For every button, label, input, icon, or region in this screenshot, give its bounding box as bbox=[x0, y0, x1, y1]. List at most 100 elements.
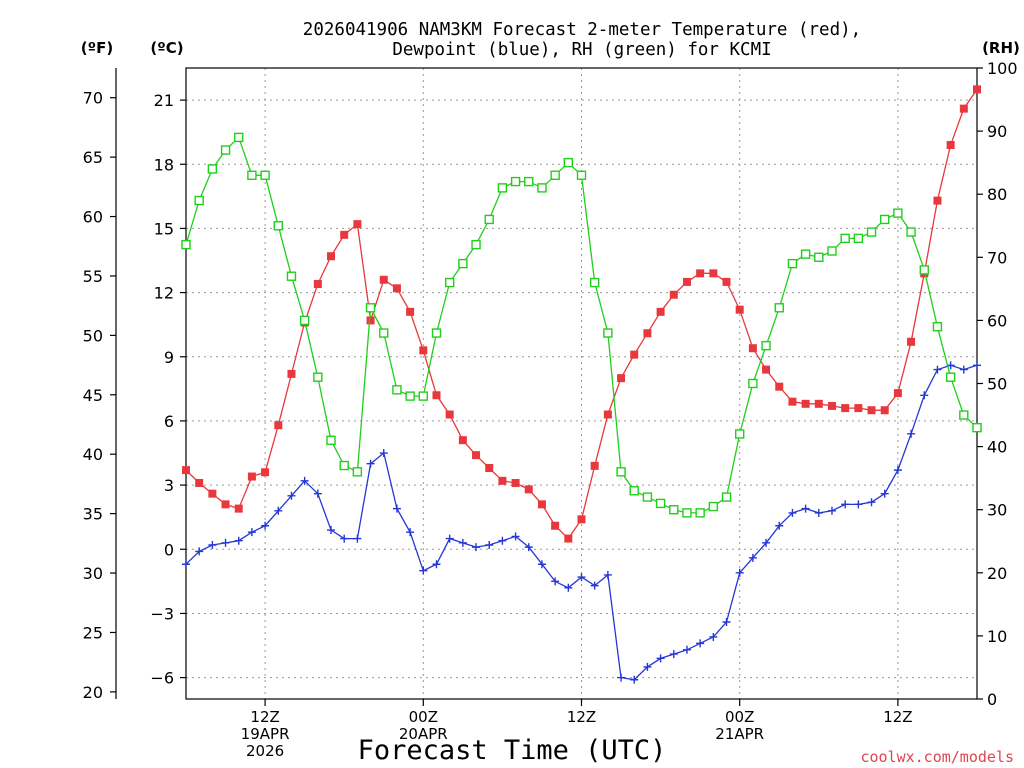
rh-tick-label: 40 bbox=[987, 438, 1007, 457]
dewpoint-point bbox=[313, 489, 322, 498]
axes: 20 25 30 35 40 45 50 55 60 65 70 −6 −3 0 3 6 9 12 15 18 21 0 1… bbox=[83, 59, 1018, 760]
temperature-point bbox=[762, 365, 771, 374]
rh-point bbox=[379, 328, 389, 338]
rh-point bbox=[880, 214, 890, 225]
dewpoint-point bbox=[247, 528, 256, 537]
rh-point bbox=[682, 508, 692, 518]
temperature-point bbox=[827, 401, 836, 410]
dewpoint-point bbox=[577, 573, 586, 582]
temperature-point bbox=[458, 436, 467, 445]
dewpoint-point bbox=[445, 534, 454, 543]
temperature-point bbox=[748, 344, 757, 353]
temperature-point bbox=[406, 307, 415, 316]
chart-title-line-1: 2026041906 NAM3KM Forecast 2-meter Tempe… bbox=[303, 20, 861, 40]
rh-point bbox=[352, 467, 363, 477]
rh-point bbox=[181, 239, 191, 250]
rh-point bbox=[194, 195, 204, 206]
dewpoint-point bbox=[353, 534, 362, 543]
rh-point bbox=[563, 157, 574, 168]
celsius-tick-label: 15 bbox=[154, 219, 174, 238]
rh-point bbox=[537, 183, 547, 193]
temperature-point bbox=[722, 277, 731, 286]
dewpoint-point bbox=[748, 553, 757, 562]
x-tick-label: 19APR bbox=[241, 725, 290, 743]
dewpoint-point bbox=[880, 489, 889, 498]
temperature-point bbox=[432, 391, 441, 400]
x-axis-title: Forecast Time (UTC) bbox=[358, 735, 667, 766]
temperature-point bbox=[656, 307, 665, 316]
dewpoint-point bbox=[327, 526, 336, 535]
temperature-point bbox=[551, 521, 560, 530]
fahrenheit-tick-label: 55 bbox=[83, 267, 103, 286]
dewpoint-point bbox=[261, 521, 270, 530]
temperature-point bbox=[617, 374, 626, 383]
dewpoint-point bbox=[854, 500, 863, 509]
rh-tick-label: 100 bbox=[987, 59, 1018, 78]
temperature-point bbox=[419, 346, 428, 355]
rh-point bbox=[959, 410, 969, 420]
dewpoint-point bbox=[973, 361, 981, 370]
dewpoint-point bbox=[788, 508, 797, 517]
rh-point bbox=[273, 221, 283, 231]
dewpoint-point bbox=[814, 508, 823, 517]
temperature-point bbox=[195, 478, 204, 487]
fahrenheit-tick-label: 20 bbox=[83, 683, 103, 702]
x-tick-label: 00Z bbox=[409, 708, 438, 726]
rh-point bbox=[629, 486, 639, 496]
fahrenheit-tick-label: 60 bbox=[83, 208, 103, 227]
rh-unit-label: (RH) bbox=[982, 39, 1020, 57]
dewpoint-point bbox=[643, 662, 652, 671]
temperature-point bbox=[564, 534, 573, 543]
dewpoint-point bbox=[696, 639, 705, 648]
temperature-point bbox=[867, 406, 876, 415]
dewpoint-point bbox=[801, 504, 810, 513]
temperature-point bbox=[261, 468, 270, 477]
temperature-point bbox=[313, 280, 322, 289]
fahrenheit-tick-label: 50 bbox=[83, 326, 103, 345]
dewpoint-point bbox=[590, 581, 599, 590]
dewpoint-point bbox=[406, 528, 415, 537]
rh-point bbox=[735, 429, 745, 439]
rh-point bbox=[365, 303, 376, 313]
rh-point bbox=[655, 498, 666, 509]
celsius-tick-label: 3 bbox=[164, 476, 174, 495]
rh-tick-label: 80 bbox=[987, 185, 1007, 204]
rh-point bbox=[313, 372, 323, 382]
rh-point bbox=[616, 467, 626, 477]
x-tick-label: 12Z bbox=[250, 708, 279, 726]
temperature-point bbox=[590, 461, 599, 470]
temperature-point bbox=[959, 104, 968, 113]
dewpoint-point bbox=[498, 536, 507, 545]
dewpoint-point bbox=[603, 570, 612, 579]
rh-point bbox=[207, 164, 218, 174]
temperature-point bbox=[340, 230, 349, 239]
rh-point bbox=[669, 505, 679, 515]
rh-point bbox=[603, 328, 613, 338]
temperature-point bbox=[946, 141, 955, 150]
rh-point bbox=[932, 322, 943, 332]
temperature-point bbox=[208, 489, 217, 498]
temperature-point bbox=[353, 220, 362, 229]
celsius-unit-label: (ºC) bbox=[150, 39, 183, 57]
temperature-point bbox=[709, 269, 718, 278]
rh-point bbox=[458, 258, 468, 269]
temperature-point bbox=[182, 466, 190, 475]
rh-point bbox=[497, 183, 508, 193]
dewpoint-point bbox=[485, 540, 494, 549]
fahrenheit-tick-label: 35 bbox=[83, 505, 103, 524]
rh-point bbox=[787, 258, 798, 269]
dewpoint-point bbox=[827, 506, 836, 515]
dewpoint-point bbox=[907, 429, 916, 438]
celsius-tick-label: 0 bbox=[164, 540, 174, 559]
celsius-tick-label: 18 bbox=[154, 155, 174, 174]
rh-tick-label: 30 bbox=[987, 501, 1007, 520]
temperature-point bbox=[524, 485, 533, 494]
rh-point bbox=[471, 239, 481, 250]
rh-point bbox=[800, 249, 811, 259]
x-tick-label: 12Z bbox=[567, 708, 596, 726]
celsius-tick-label: 12 bbox=[154, 284, 174, 303]
rh-point bbox=[642, 492, 653, 502]
temperature-point bbox=[973, 85, 981, 94]
